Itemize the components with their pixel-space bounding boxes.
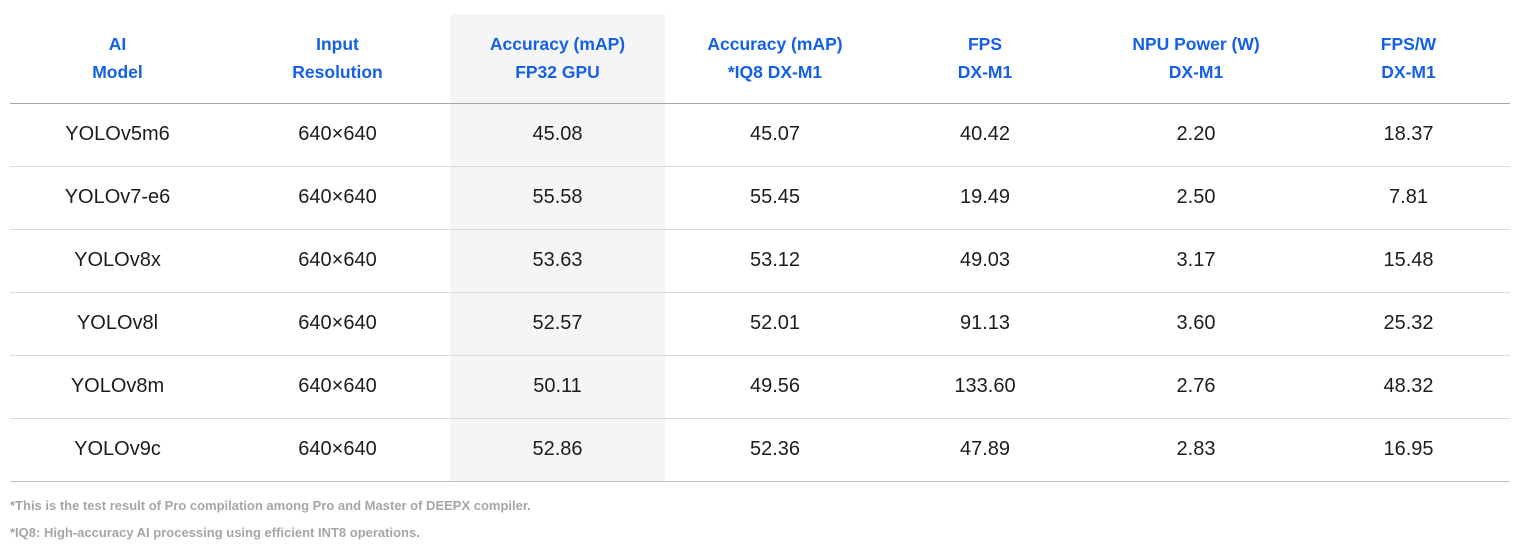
- column-header-accuracy-iq8-dxm1: Accuracy (mAP) *IQ8 DX-M1: [665, 14, 885, 104]
- cell-npu-power: 2.20: [1085, 103, 1307, 167]
- cell-resolution: 640×640: [225, 103, 450, 167]
- table-row: YOLOv8l 640×640 52.57 52.01 91.13 3.60 2…: [10, 292, 1510, 356]
- cell-fps-per-watt: 16.95: [1307, 418, 1510, 482]
- column-header-fps-dxm1: FPS DX-M1: [885, 14, 1085, 104]
- cell-fps: 133.60: [885, 355, 1085, 419]
- cell-fps-per-watt: 25.32: [1307, 292, 1510, 356]
- cell-accuracy-iq8: 49.56: [665, 355, 885, 419]
- table-row: YOLOv9c 640×640 52.86 52.36 47.89 2.83 1…: [10, 418, 1510, 482]
- cell-accuracy-fp32: 45.08: [450, 103, 665, 167]
- cell-model: YOLOv9c: [10, 418, 225, 482]
- cell-resolution: 640×640: [225, 355, 450, 419]
- header-line: FPS/W: [1380, 33, 1437, 54]
- cell-fps: 40.42: [885, 103, 1085, 167]
- cell-model: YOLOv7-e6: [10, 166, 225, 230]
- cell-fps-per-watt: 7.81: [1307, 166, 1510, 230]
- table-header: AI Model Input Resolution Accuracy (mAP)…: [10, 14, 1510, 104]
- cell-fps: 91.13: [885, 292, 1085, 356]
- cell-accuracy-fp32: 53.63: [450, 229, 665, 293]
- cell-npu-power: 2.50: [1085, 166, 1307, 230]
- header-line: Accuracy (mAP): [707, 33, 843, 54]
- cell-accuracy-fp32: 52.86: [450, 418, 665, 482]
- cell-accuracy-iq8: 52.01: [665, 292, 885, 356]
- header-line: DX-M1: [957, 62, 1013, 83]
- header-line: *IQ8 DX-M1: [727, 62, 823, 83]
- header-line: Input: [316, 33, 359, 54]
- header-line: Model: [92, 62, 143, 83]
- cell-fps: 49.03: [885, 229, 1085, 293]
- column-header-accuracy-fp32-gpu: Accuracy (mAP) FP32 GPU: [450, 14, 665, 104]
- column-header-input-resolution: Input Resolution: [225, 14, 450, 104]
- benchmark-table: AI Model Input Resolution Accuracy (mAP)…: [10, 14, 1510, 482]
- cell-resolution: 640×640: [225, 292, 450, 356]
- header-line: FP32 GPU: [515, 62, 600, 83]
- cell-model: YOLOv8m: [10, 355, 225, 419]
- column-header-fps-per-watt-dxm1: FPS/W DX-M1: [1307, 14, 1510, 104]
- cell-resolution: 640×640: [225, 166, 450, 230]
- column-header-npu-power-dxm1: NPU Power (W) DX-M1: [1085, 14, 1307, 104]
- cell-fps: 19.49: [885, 166, 1085, 230]
- cell-model: YOLOv5m6: [10, 103, 225, 167]
- column-header-ai-model: AI Model: [10, 14, 225, 104]
- benchmark-table-container: AI Model Input Resolution Accuracy (mAP)…: [10, 14, 1510, 482]
- table-row: YOLOv5m6 640×640 45.08 45.07 40.42 2.20 …: [10, 103, 1510, 167]
- header-line: AI: [108, 33, 127, 54]
- cell-fps-per-watt: 18.37: [1307, 103, 1510, 167]
- footnote-compiler: *This is the test result of Pro compilat…: [10, 498, 531, 513]
- header-line: Resolution: [292, 62, 383, 83]
- table-row: YOLOv8m 640×640 50.11 49.56 133.60 2.76 …: [10, 355, 1510, 419]
- header-line: DX-M1: [1381, 62, 1436, 83]
- cell-fps: 47.89: [885, 418, 1085, 482]
- cell-resolution: 640×640: [225, 229, 450, 293]
- cell-accuracy-fp32: 55.58: [450, 166, 665, 230]
- header-row: AI Model Input Resolution Accuracy (mAP)…: [10, 14, 1510, 104]
- cell-accuracy-iq8: 52.36: [665, 418, 885, 482]
- cell-npu-power: 2.83: [1085, 418, 1307, 482]
- cell-npu-power: 3.17: [1085, 229, 1307, 293]
- cell-accuracy-iq8: 45.07: [665, 103, 885, 167]
- cell-model: YOLOv8l: [10, 292, 225, 356]
- footnote-iq8: *IQ8: High-accuracy AI processing using …: [10, 524, 420, 540]
- cell-accuracy-iq8: 55.45: [665, 166, 885, 230]
- table-body: YOLOv5m6 640×640 45.08 45.07 40.42 2.20 …: [10, 103, 1510, 482]
- header-line: FPS: [967, 33, 1003, 54]
- cell-accuracy-fp32: 50.11: [450, 355, 665, 419]
- table-row: YOLOv7-e6 640×640 55.58 55.45 19.49 2.50…: [10, 166, 1510, 230]
- cell-resolution: 640×640: [225, 418, 450, 482]
- header-line: Accuracy (mAP): [489, 33, 626, 54]
- footnotes: *This is the test result of Pro compilat…: [10, 498, 531, 551]
- cell-accuracy-fp32: 52.57: [450, 292, 665, 356]
- cell-accuracy-iq8: 53.12: [665, 229, 885, 293]
- cell-model: YOLOv8x: [10, 229, 225, 293]
- cell-npu-power: 3.60: [1085, 292, 1307, 356]
- header-line: DX-M1: [1168, 62, 1224, 83]
- table-row: YOLOv8x 640×640 53.63 53.12 49.03 3.17 1…: [10, 229, 1510, 293]
- cell-npu-power: 2.76: [1085, 355, 1307, 419]
- header-line: NPU Power (W): [1132, 33, 1260, 54]
- cell-fps-per-watt: 15.48: [1307, 229, 1510, 293]
- cell-fps-per-watt: 48.32: [1307, 355, 1510, 419]
